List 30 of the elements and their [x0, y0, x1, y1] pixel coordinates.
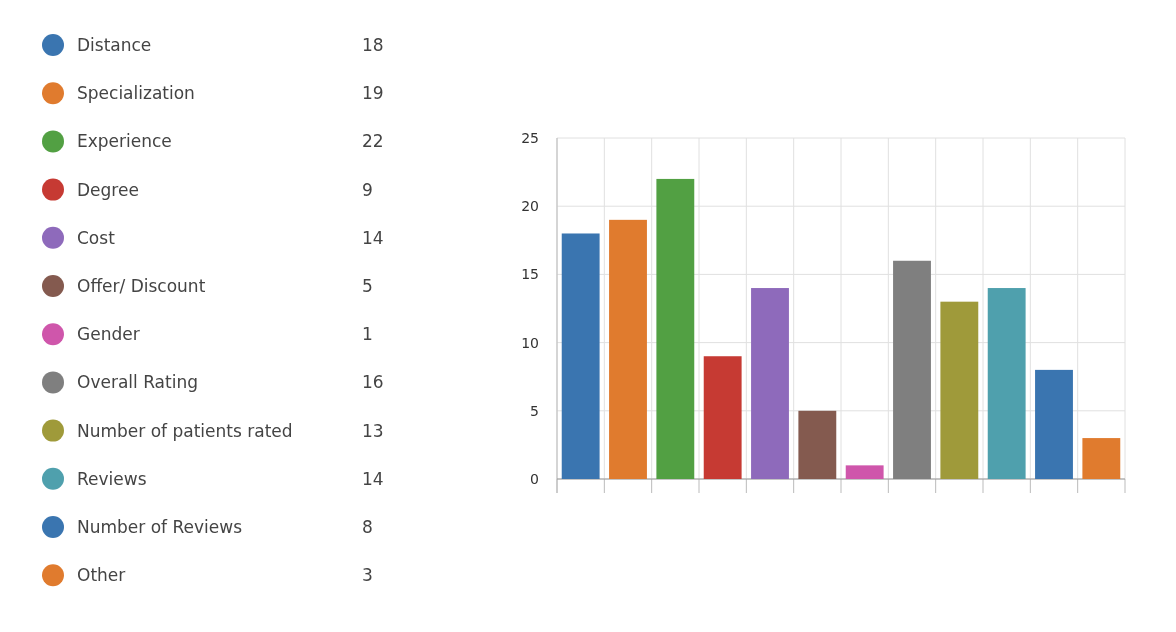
text: 9 — [362, 179, 373, 200]
text: 3 — [362, 565, 373, 586]
y-tick-label: 20 — [521, 198, 539, 215]
text: 14 — [362, 468, 384, 489]
y-tick-label: 25 — [521, 129, 539, 146]
text: 16 — [362, 372, 384, 393]
legend-label: Number of Reviews — [77, 516, 243, 537]
text: 18 — [362, 34, 384, 55]
legend-label: Reviews — [77, 468, 147, 489]
text: 13 — [362, 420, 384, 441]
text: 1 — [362, 324, 373, 345]
text: 22 — [362, 131, 384, 152]
y-tick-label: 0 — [530, 470, 539, 487]
text: 8 — [362, 516, 373, 537]
y-tick-label: 15 — [521, 266, 539, 283]
text: 19 — [362, 83, 384, 104]
legend-label: Distance — [77, 34, 152, 55]
y-tick-label: 10 — [521, 334, 539, 351]
legend-label: Overall Rating — [77, 372, 198, 393]
legend-label: Other — [77, 565, 126, 586]
legend-label: Cost — [77, 227, 116, 248]
legend-label: Experience — [77, 131, 172, 152]
y-tick-label: 5 — [530, 402, 539, 419]
legend-label: Gender — [77, 324, 140, 345]
legend-label: Offer/ Discount — [77, 275, 206, 296]
legend-label: Specialization — [77, 83, 195, 104]
legend-label: Degree — [77, 179, 139, 200]
text: 5 — [362, 275, 373, 296]
text: 14 — [362, 227, 384, 248]
legend-label: Number of patients rated — [77, 420, 293, 441]
